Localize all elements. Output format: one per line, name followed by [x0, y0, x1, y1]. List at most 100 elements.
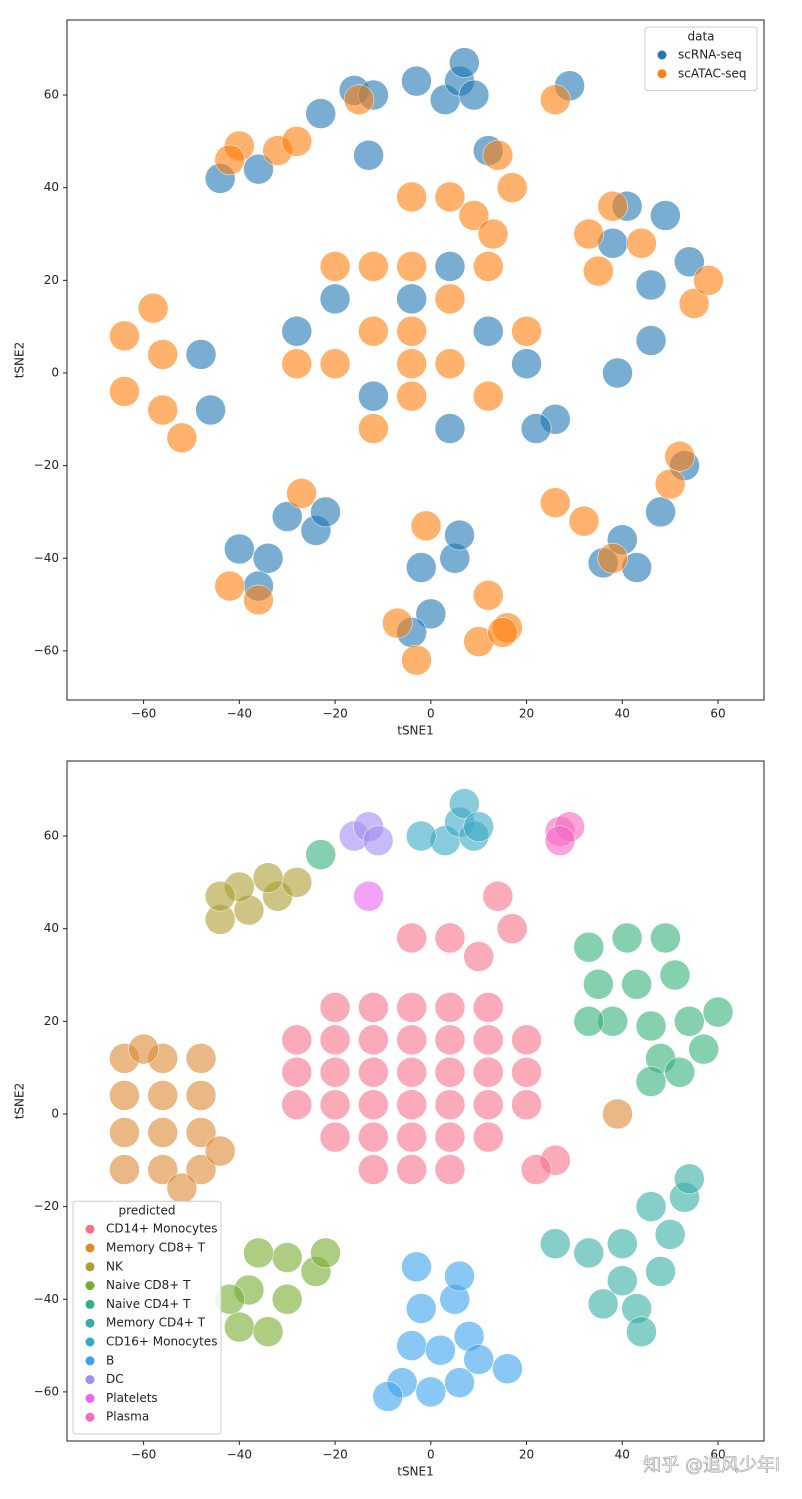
point: [434, 413, 466, 444]
axes-frame: [66, 760, 765, 1442]
point: [214, 144, 246, 176]
point: [109, 1117, 140, 1148]
point: [195, 394, 226, 426]
point: [678, 288, 710, 319]
x-tick-label: −20: [322, 1448, 347, 1462]
legend-title: data: [687, 30, 714, 44]
point: [573, 1006, 605, 1037]
point: [401, 644, 432, 676]
x-axis-label: tSNE1: [397, 724, 434, 738]
point: [109, 1154, 140, 1185]
point: [654, 468, 686, 500]
point: [487, 617, 518, 648]
point: [693, 265, 724, 296]
point: [492, 1353, 523, 1384]
point: [396, 922, 427, 954]
point: [224, 1311, 255, 1343]
watermark: 知乎 @追风少年i: [643, 1455, 780, 1476]
x-tick-label: 40: [615, 1448, 630, 1462]
point: [214, 570, 246, 602]
x-tick-label: −60: [131, 1448, 156, 1462]
point: [243, 584, 274, 616]
plot-area: [109, 47, 724, 676]
point: [540, 84, 571, 115]
point: [319, 1057, 351, 1088]
point: [281, 126, 313, 157]
y-tick-label: −60: [34, 1384, 59, 1398]
point: [597, 190, 628, 222]
point: [382, 607, 413, 639]
point: [410, 510, 442, 542]
point: [271, 1284, 303, 1315]
point: [635, 269, 667, 301]
point: [654, 1219, 686, 1250]
point: [305, 839, 336, 870]
point: [496, 913, 528, 944]
point: [372, 1381, 403, 1412]
legend-marker: [85, 1337, 95, 1347]
y-tick-label: 40: [44, 180, 59, 194]
point: [405, 552, 437, 583]
point: [319, 1121, 351, 1153]
y-tick-label: 20: [44, 273, 59, 287]
point: [473, 1024, 504, 1056]
point: [362, 825, 394, 856]
chart: −60 −40 −20 0 20 40 60 −60 −40 −20 0 20 40 60 tSNE1 tSN…: [13, 19, 765, 738]
point: [458, 79, 490, 111]
point: [109, 376, 140, 407]
point: [286, 478, 317, 509]
y-tick-label: 60: [44, 829, 59, 843]
point: [607, 1265, 638, 1296]
point: [434, 1089, 466, 1120]
point: [635, 1066, 667, 1097]
point: [204, 1135, 236, 1167]
point: [702, 996, 734, 1028]
point: [147, 394, 178, 426]
legend-marker: [85, 1412, 95, 1422]
legend-label: Naive CD4+ T: [106, 1297, 191, 1311]
point: [674, 1163, 705, 1195]
point: [204, 881, 236, 912]
point: [602, 357, 633, 389]
point: [319, 1089, 351, 1120]
point: [396, 1330, 427, 1361]
point: [583, 969, 614, 1000]
y-tick-label: 0: [51, 365, 59, 379]
point: [396, 1121, 427, 1153]
legend-label: scRNA-seq: [678, 48, 742, 62]
point: [128, 1033, 159, 1065]
x-tick-label: −40: [227, 707, 252, 721]
point: [185, 1080, 217, 1111]
point: [425, 1334, 456, 1366]
point: [645, 496, 676, 528]
point: [635, 325, 667, 356]
point: [434, 1024, 466, 1056]
point: [319, 283, 351, 315]
legend-title: predicted: [119, 1204, 176, 1218]
point: [477, 218, 509, 250]
point: [319, 992, 351, 1023]
point: [185, 1154, 217, 1185]
point: [310, 496, 341, 528]
point: [482, 140, 514, 171]
point: [434, 348, 466, 379]
point: [358, 316, 389, 347]
legend: predicted CD14+ Monocytes Memory CD8+ T NK N…: [72, 1200, 222, 1435]
point: [434, 992, 466, 1023]
legend-box: [72, 1200, 222, 1435]
point: [635, 1010, 667, 1042]
point: [281, 348, 313, 379]
point: [310, 1237, 341, 1269]
x-axis-label: tSNE1: [397, 1465, 434, 1479]
point: [544, 825, 576, 856]
point: [358, 1121, 389, 1153]
point: [396, 380, 427, 412]
legend: data scRNA-seq scATAC-seq: [644, 26, 758, 92]
legend-marker: [85, 1393, 95, 1403]
y-tick-label: 60: [44, 88, 59, 102]
point: [482, 881, 514, 912]
point: [583, 255, 614, 287]
point: [147, 1117, 178, 1148]
legend-label: B: [106, 1353, 114, 1367]
